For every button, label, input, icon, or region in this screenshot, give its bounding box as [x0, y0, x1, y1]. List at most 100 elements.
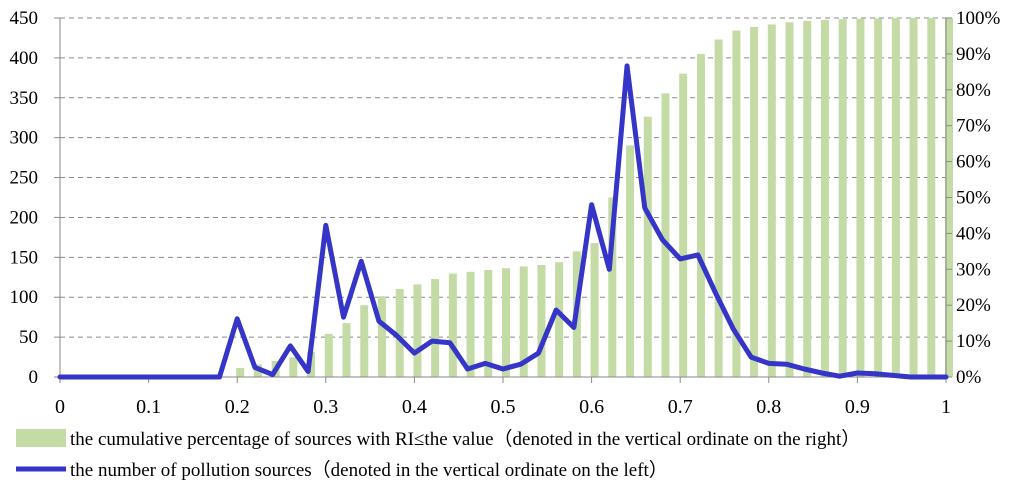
left-tick-label: 350	[10, 88, 39, 109]
line-point	[679, 258, 681, 260]
legend-label-bar: the cumulative percentage of sources wit…	[70, 428, 860, 450]
line-point	[537, 352, 539, 354]
x-tick-label: 0.3	[313, 396, 338, 418]
x-tick-label: 0.5	[491, 396, 516, 418]
x-tick-label: 0.4	[402, 396, 427, 418]
line-point	[396, 335, 398, 337]
cumulative-bar	[324, 333, 333, 377]
cumulative-bar	[838, 19, 847, 378]
cumulative-bar	[289, 357, 298, 377]
line-point	[431, 340, 433, 342]
line-point	[644, 207, 646, 209]
cumulative-bar	[236, 368, 245, 377]
line-point	[77, 376, 79, 378]
tick-labels: 0 50 100 150 200 250 300 350 400 450 0% 10% 20% 30% 40…	[10, 8, 1001, 418]
line-point	[449, 342, 451, 344]
x-tick-label: 0.8	[756, 396, 781, 418]
line-point	[839, 375, 841, 377]
line-point	[502, 368, 504, 370]
cumulative-bar	[537, 264, 546, 377]
cumulative-bar	[750, 26, 759, 377]
right-tick-label: 10%	[956, 331, 991, 352]
right-tick-label: 0%	[956, 367, 982, 388]
line-point	[626, 65, 628, 67]
left-tick-label: 150	[10, 247, 39, 268]
right-tick-label: 100%	[956, 8, 1001, 29]
cumulative-bar	[608, 197, 617, 377]
line-point	[555, 309, 557, 311]
cumulative-bar	[732, 30, 741, 377]
line-point	[94, 376, 96, 378]
cumulative-bar	[803, 20, 812, 377]
cumulative-bar	[590, 243, 599, 377]
line-point	[467, 368, 469, 370]
cumulative-bar	[413, 284, 422, 377]
line-point	[608, 268, 610, 270]
left-tick-label: 100	[10, 287, 39, 308]
right-tick-label: 30%	[956, 259, 991, 280]
cumulative-bar	[626, 145, 635, 377]
left-tick-label: 300	[10, 128, 39, 149]
line-point	[768, 362, 770, 364]
line-point	[715, 292, 717, 294]
cumulative-bar	[431, 278, 440, 377]
cumulative-bar	[377, 296, 386, 377]
x-tick-label: 0.6	[579, 396, 604, 418]
cumulative-bar	[909, 18, 918, 377]
left-tick-label: 400	[10, 48, 39, 69]
line-point	[945, 376, 947, 378]
x-tick-label: 0.1	[136, 396, 161, 418]
line-point	[874, 373, 876, 375]
left-tick-label: 200	[10, 207, 39, 228]
line-point	[821, 372, 823, 374]
left-tick-label: 0	[29, 367, 39, 388]
line-point	[413, 352, 415, 354]
line-point	[165, 376, 167, 378]
line-point	[360, 260, 362, 262]
cumulative-bar	[785, 22, 794, 377]
right-tick-label: 20%	[956, 295, 991, 316]
right-tick-label: 50%	[956, 188, 991, 209]
line-point	[148, 376, 150, 378]
cumulative-bar	[661, 93, 670, 377]
cumulative-bar	[874, 18, 883, 377]
cumulative-bar	[448, 273, 457, 377]
line-point	[732, 328, 734, 330]
line-point	[927, 376, 929, 378]
line-point	[697, 254, 699, 256]
line-point	[325, 224, 327, 226]
line-point	[112, 376, 114, 378]
line-point	[307, 370, 309, 372]
x-tick-label: 1	[941, 396, 951, 418]
cumulative-bar	[767, 24, 776, 377]
cumulative-bar	[395, 289, 404, 377]
line-point	[201, 376, 203, 378]
cumulative-bar	[484, 270, 493, 377]
cumulative-bar	[502, 268, 510, 377]
line-point	[750, 356, 752, 358]
cumulative-bar	[360, 305, 369, 377]
cumulative-bar	[820, 19, 829, 377]
cumulative-bar	[714, 39, 723, 377]
line-point	[272, 374, 274, 376]
right-tick-label: 80%	[956, 80, 991, 101]
legend-swatch-bar	[16, 429, 66, 447]
cumulative-bar	[555, 262, 564, 377]
right-tick-label: 90%	[956, 44, 991, 65]
right-tick-label: 70%	[956, 116, 991, 137]
left-tick-label: 250	[10, 168, 39, 189]
x-tick-label: 0	[55, 396, 65, 418]
cumulative-bar	[466, 271, 475, 377]
line-point	[236, 318, 238, 320]
line-point	[218, 376, 220, 378]
line-point	[378, 320, 380, 322]
line-point	[786, 363, 788, 365]
x-tick-label: 0.9	[845, 396, 870, 418]
left-tick-label: 50	[19, 327, 38, 348]
line-point	[573, 327, 575, 329]
line-point	[130, 376, 132, 378]
line-point	[803, 368, 805, 370]
line-point	[484, 362, 486, 364]
left-tick-label: 450	[10, 8, 39, 29]
